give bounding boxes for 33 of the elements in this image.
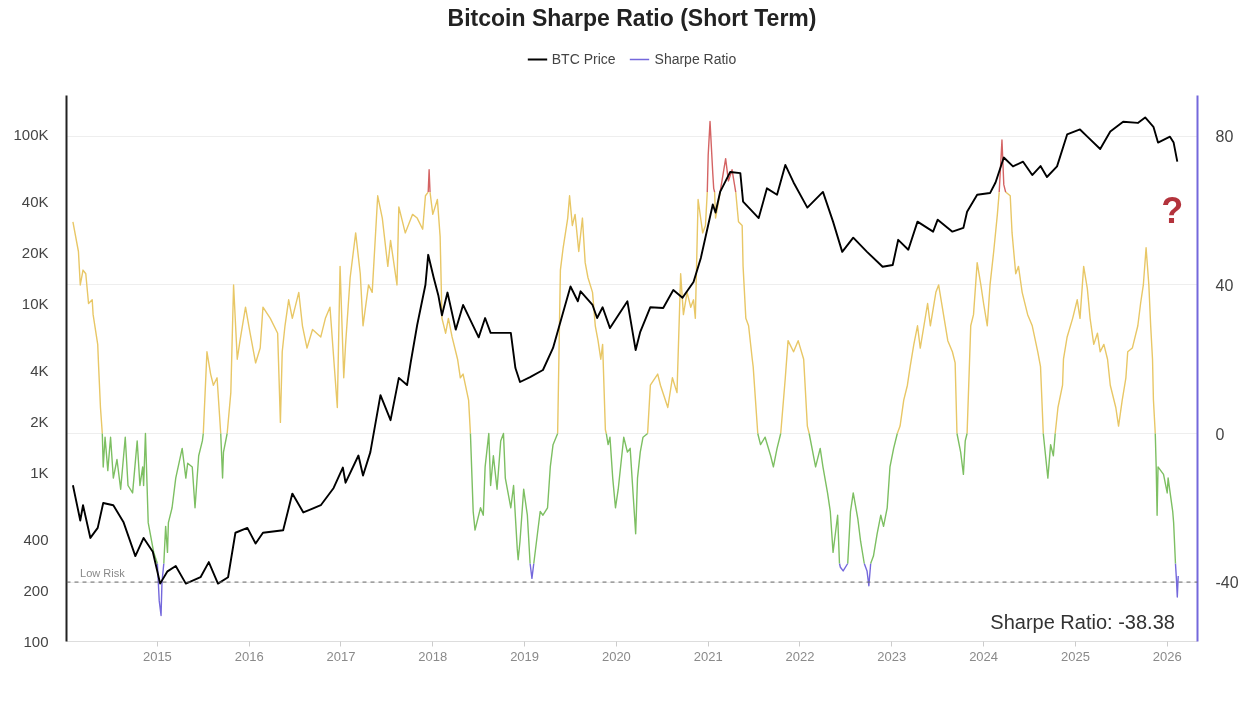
- y-tick-label: 2K: [30, 413, 49, 431]
- y2-tick-label: 40: [1215, 276, 1234, 294]
- legend-label: BTC Price: [551, 50, 616, 67]
- x-tick-label: 2018: [418, 648, 448, 664]
- line-series: [71, 116, 1179, 585]
- legend-label: Sharpe Ratio: [654, 50, 737, 67]
- y-tick-label: 200: [23, 582, 49, 600]
- y-tick-label: 100K: [13, 125, 49, 143]
- ref-line-label: Low Risk: [80, 567, 126, 580]
- y2-tick-label: 80: [1215, 128, 1234, 146]
- y-tick-label: 1K: [30, 463, 49, 481]
- y-tick-label: 20K: [21, 244, 49, 262]
- x-tick-label: 2026: [1152, 648, 1182, 664]
- annotation: Sharpe Ratio: -38.38: [990, 611, 1175, 634]
- x-tick-label: 2022: [785, 648, 815, 664]
- x-tick-label: 2025: [1060, 648, 1090, 664]
- x-tick-label: 2020: [601, 648, 631, 664]
- y-tick-label: 400: [23, 531, 49, 549]
- y-tick-label: 100: [23, 633, 49, 650]
- x-tick-label: 2016: [234, 648, 264, 664]
- chart-title: Bitcoin Sharpe Ratio (Short Term): [447, 4, 817, 31]
- y-tick-label: 40K: [21, 193, 49, 211]
- y2-tick-label: 0: [1215, 425, 1225, 443]
- x-tick-label: 2017: [326, 648, 356, 664]
- x-tick-label: 2015: [142, 648, 172, 664]
- y-tick-label: 10K: [21, 294, 49, 312]
- x-tick-label: 2019: [510, 648, 540, 664]
- y-tick-label: 4K: [30, 362, 49, 380]
- annotation: ?: [1161, 189, 1184, 231]
- x-tick-label: 2023: [877, 648, 907, 664]
- x-tick-label: 2024: [969, 648, 999, 664]
- x-tick-label: 2021: [693, 648, 723, 664]
- y2-tick-label: -40: [1215, 574, 1239, 592]
